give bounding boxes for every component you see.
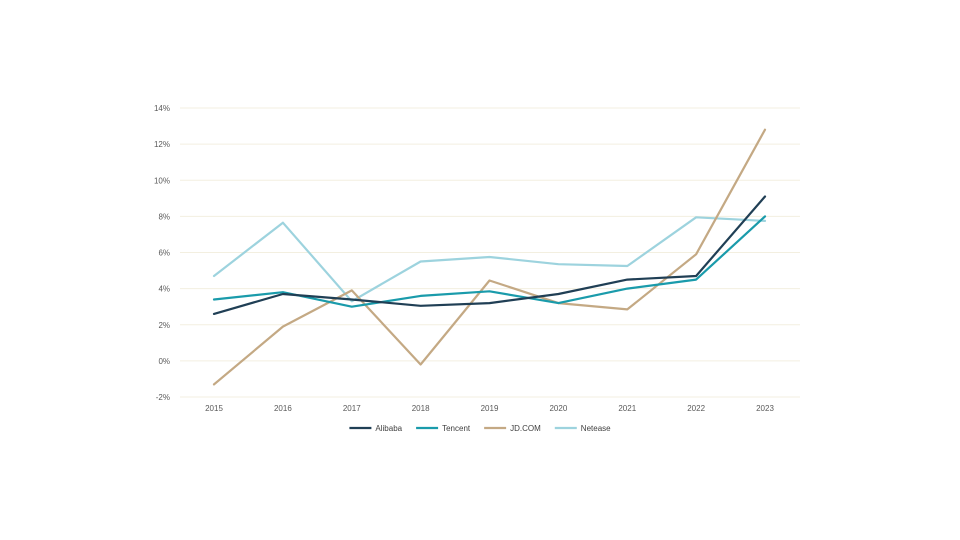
- x-tick-label: 2019: [481, 404, 499, 413]
- x-tick-label: 2017: [343, 404, 361, 413]
- x-tick-label: 2018: [412, 404, 430, 413]
- legend-label: Netease: [581, 424, 611, 433]
- y-tick-label: 8%: [158, 212, 170, 221]
- legend-item: Netease: [554, 424, 611, 433]
- y-tick-label: 0%: [158, 357, 170, 366]
- y-tick-label: 6%: [158, 249, 170, 258]
- series-line-alibaba: [212, 195, 767, 315]
- x-tick-label: 2015: [205, 404, 223, 413]
- x-axis-tick-labels: 2015 2016 2017 2018 2019 2020 2021 2022 2023: [205, 404, 774, 413]
- legend-label: JD.COM: [510, 424, 541, 433]
- series-line-jd-com: [212, 128, 767, 386]
- grid-layer: [180, 107, 800, 398]
- y-tick-label: -2%: [156, 393, 170, 402]
- legend-item: Tencent: [416, 424, 471, 433]
- legend-item: Alibaba: [349, 424, 403, 433]
- legend-label: Tencent: [442, 424, 471, 433]
- y-tick-label: 10%: [154, 176, 170, 185]
- x-tick-label: 2020: [549, 404, 567, 413]
- legend: Alibaba Tencent JD.COM Netease: [349, 424, 611, 433]
- x-tick-label: 2021: [618, 404, 636, 413]
- y-tick-label: 4%: [158, 285, 170, 294]
- series-layer: [212, 128, 767, 386]
- y-tick-label: 2%: [158, 321, 170, 330]
- series-line-tencent: [212, 215, 767, 308]
- x-tick-label: 2016: [274, 404, 292, 413]
- legend-item: JD.COM: [484, 424, 541, 433]
- y-axis-tick-labels: -2% 0% 2% 4% 6% 8% 10% 12% 14%: [154, 104, 170, 402]
- y-tick-label: 14%: [154, 104, 170, 113]
- legend-label: Alibaba: [375, 424, 402, 433]
- y-tick-label: 12%: [154, 140, 170, 149]
- series-line-netease: [212, 216, 767, 303]
- x-tick-label: 2022: [687, 404, 705, 413]
- x-tick-label: 2023: [756, 404, 774, 413]
